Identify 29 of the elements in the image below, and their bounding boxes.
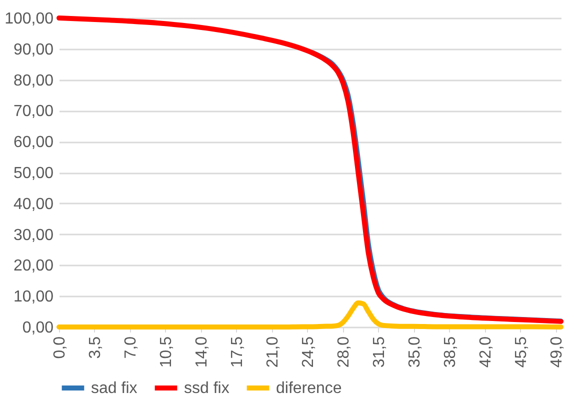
legend-label: diference [276,380,342,397]
y-tick-label: 50,00 [13,165,54,182]
y-tick-label: 100,00 [4,10,54,28]
x-tick-label: 14,0 [193,336,210,368]
x-tick-label: 7,0 [122,336,140,359]
y-tick-label: 10,00 [13,288,54,306]
x-tick-label: 0,0 [52,336,68,359]
x-tick-label: 38,5 [442,336,459,368]
y-tick-label: 20,00 [13,258,54,275]
x-tick-label: 42,0 [477,336,494,368]
x-tick-label: 17,5 [228,336,246,368]
y-tick-label: 80,00 [13,72,54,90]
y-tick-label: 0,00 [22,320,54,336]
x-tick-label: 3,5 [86,336,104,359]
legend-label: ssd fix [184,380,230,397]
x-tick-label: 28,0 [335,336,352,368]
legend-label: sad fix [91,380,138,397]
x-tick-label: 45,5 [512,336,530,368]
y-tick-label: 70,00 [13,103,54,120]
x-tick-label: 31,5 [370,336,388,368]
x-tick-label: 10,5 [158,336,175,368]
y-tick-label: 40,00 [13,196,54,213]
y-tick-label: 60,00 [13,134,54,152]
x-tick-label: 35,0 [406,336,424,368]
x-tick-label: 49,0 [548,336,566,368]
y-tick-label: 30,00 [13,226,54,244]
x-tick-label: 21,0 [264,336,282,368]
y-tick-label: 90,00 [13,41,54,58]
x-tick-label: 24,5 [300,336,317,368]
